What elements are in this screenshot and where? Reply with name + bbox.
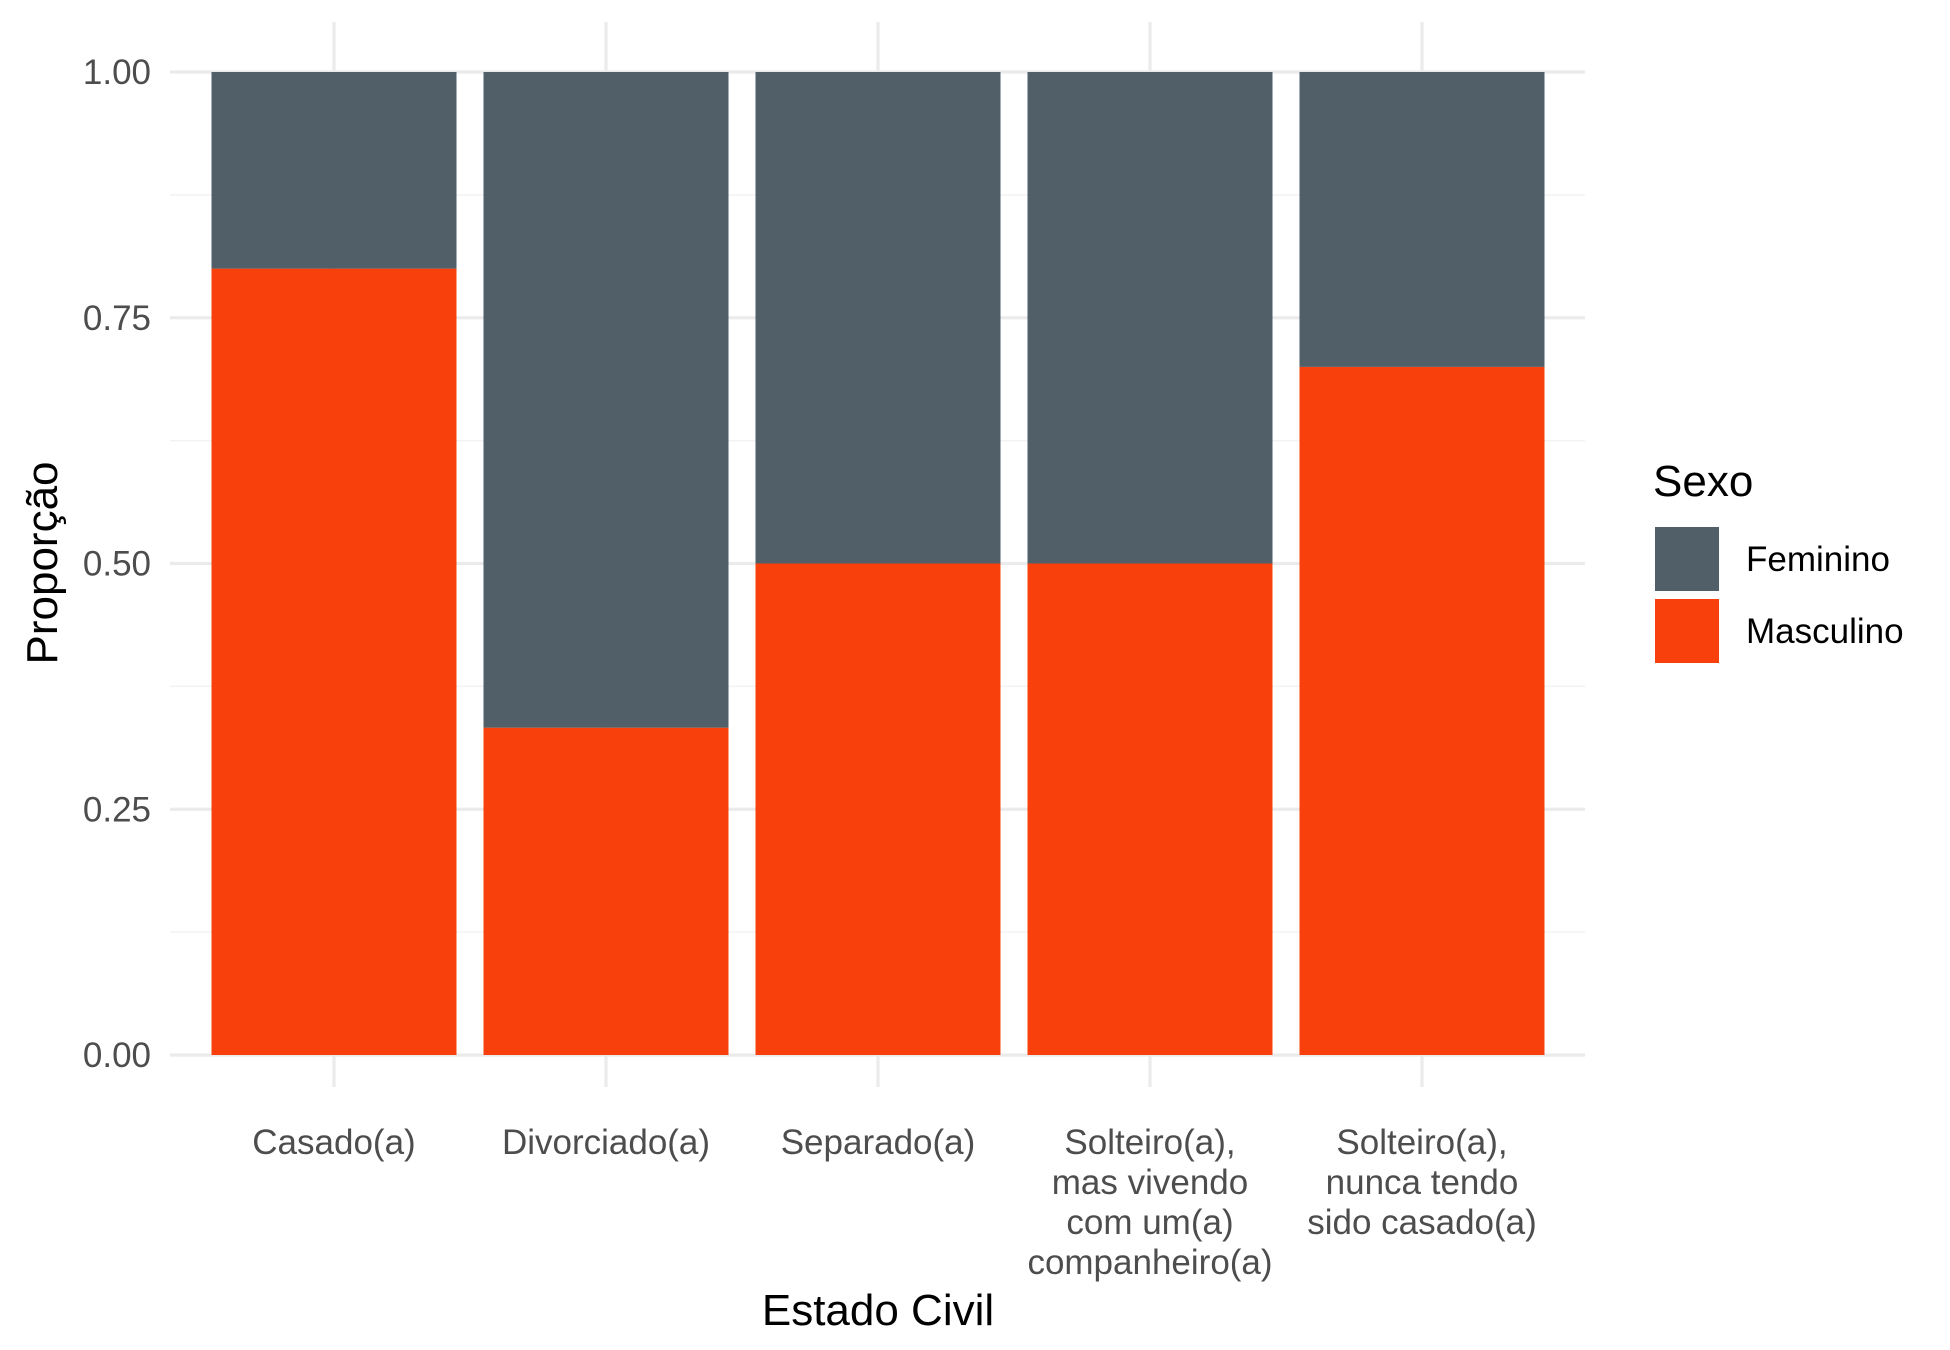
y-axis-ticks: 0.00 0.25 0.50 0.75 1.00 <box>83 53 151 1075</box>
bar-masculino <box>1299 366 1545 1055</box>
y-tick-label: 0.25 <box>83 790 151 829</box>
y-tick-label: 0.75 <box>83 299 151 338</box>
bar-masculino <box>211 268 457 1056</box>
x-tick-label: Solteiro(a), mas vivendo com um(a) companhe… <box>1027 1123 1272 1282</box>
legend-key-feminino <box>1655 527 1719 591</box>
bar-feminino <box>755 72 1001 564</box>
y-tick-label: 1.00 <box>83 53 151 92</box>
y-tick-label: 0.50 <box>83 545 151 584</box>
legend-label: Feminino <box>1746 540 1890 579</box>
bar-feminino <box>1299 72 1545 367</box>
legend: Sexo Feminino Masculino <box>1653 457 1904 663</box>
legend-label: Masculino <box>1746 612 1904 651</box>
y-tick-label: 0.00 <box>83 1036 151 1075</box>
bar-masculino <box>483 727 729 1055</box>
x-tick-label: Separado(a) <box>781 1123 976 1162</box>
bar-feminino <box>483 72 729 728</box>
bar-masculino <box>755 563 1001 1055</box>
x-tick-label: Divorciado(a) <box>502 1123 710 1162</box>
bars <box>211 72 1545 1056</box>
bar-feminino <box>1027 72 1273 564</box>
x-axis-title: Estado Civil <box>762 1286 994 1335</box>
bar-masculino <box>1027 563 1273 1055</box>
x-tick-label: Solteiro(a), nunca tendo sido casado(a) <box>1307 1123 1537 1242</box>
bar-feminino <box>211 72 457 269</box>
legend-key-masculino <box>1655 599 1719 663</box>
legend-title: Sexo <box>1653 457 1753 506</box>
x-tick-label: Casado(a) <box>252 1123 415 1162</box>
x-axis-ticks: Casado(a) Divorciado(a) Separado(a) Solteir… <box>252 1123 1537 1282</box>
y-axis-title: Proporção <box>18 461 67 664</box>
